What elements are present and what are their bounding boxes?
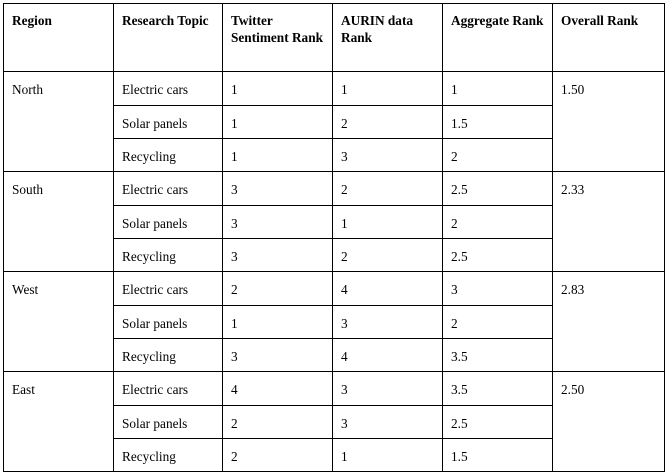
research-topic-cell: Electric cars [113,71,223,106]
header-row: Region Research Topic Twitter Sentiment … [3,3,665,72]
aggregate-rank-cell: 1 [442,71,553,106]
research-topic-cell: Solar panels [113,205,223,239]
aurin-rank-cell: 3 [332,138,443,172]
rank-table: Region Research Topic Twitter Sentiment … [3,3,665,472]
table-row: North Electric cars 1 1 1 1.50 [3,71,665,172]
header-overall-rank: Overall Rank [552,3,665,72]
region-cell: West [3,271,114,372]
aggregate-rank-cell: 2 [442,138,553,172]
table-row: Solar panels 3 1 2 [4,205,665,239]
aurin-rank-cell: 4 [332,338,443,372]
aggregate-rank-cell: 2 [442,205,553,239]
overall-rank-cell: 1.50 [552,71,665,172]
aurin-rank-cell: 2 [332,105,443,139]
research-topic-cell: Electric cars [113,271,223,306]
header-research-topic: Research Topic [113,3,223,72]
aggregate-rank-cell: 3.5 [442,371,553,406]
header-region: Region [3,3,114,72]
research-topic-cell: Recycling [113,438,223,472]
research-topic-cell: Recycling [113,138,223,172]
twitter-rank-cell: 1 [222,138,333,172]
aurin-rank-cell: 2 [332,171,443,206]
table-header: Region Research Topic Twitter Sentiment … [3,3,665,72]
header-aurin-data-rank: AURIN data Rank [332,3,443,72]
aurin-rank-cell: 3 [332,371,443,406]
aurin-rank-cell: 3 [332,305,443,339]
research-topic-cell: Solar panels [113,305,223,339]
twitter-rank-cell: 3 [222,338,333,372]
research-topic-cell: Recycling [113,338,223,372]
research-topic-cell: Recycling [113,238,223,272]
overall-rank-cell: 2.83 [552,271,665,372]
aurin-rank-cell: 1 [332,71,443,106]
table-row: Solar panels 2 3 2.5 [4,405,665,439]
aggregate-rank-cell: 2.5 [442,171,553,206]
twitter-rank-cell: 2 [222,271,333,306]
twitter-rank-cell: 4 [222,371,333,406]
research-topic-cell: Electric cars [113,171,223,206]
overall-rank-cell: 2.33 [552,171,665,272]
twitter-rank-cell: 3 [222,238,333,272]
twitter-rank-cell: 1 [222,71,333,106]
table-row: East Electric cars 4 3 3.5 2.50 [3,371,665,472]
aggregate-rank-cell: 2.5 [442,238,553,272]
table-row: Recycling 3 4 3.5 [4,338,665,372]
header-aggregate-rank: Aggregate Rank [442,3,553,72]
aggregate-rank-cell: 2.5 [442,405,553,439]
header-twitter-sentiment-rank: Twitter Sentiment Rank [222,3,333,72]
aurin-rank-cell: 1 [332,205,443,239]
overall-rank-cell: 2.50 [552,371,665,472]
table-row: Recycling 2 1 1.5 [4,438,665,472]
research-topic-cell: Solar panels [113,105,223,139]
region-cell: South [3,171,114,272]
twitter-rank-cell: 1 [222,105,333,139]
twitter-rank-cell: 3 [222,205,333,239]
aurin-rank-cell: 2 [332,238,443,272]
aurin-rank-cell: 1 [332,438,443,472]
table-row: Solar panels 1 2 1.5 [4,105,665,139]
table-row: South Electric cars 3 2 2.5 2.33 [3,171,665,272]
aggregate-rank-cell: 3 [442,271,553,306]
aggregate-rank-cell: 1.5 [442,105,553,139]
twitter-rank-cell: 2 [222,438,333,472]
aggregate-rank-cell: 3.5 [442,338,553,372]
region-cell: North [3,71,114,172]
table-row: West Electric cars 2 4 3 2.83 [3,271,665,372]
aurin-rank-cell: 3 [332,405,443,439]
aurin-rank-cell: 4 [332,271,443,306]
table-body: North Electric cars 1 1 1 1.50 Solar panels 1 2 1… [3,71,665,472]
twitter-rank-cell: 2 [222,405,333,439]
aggregate-rank-cell: 1.5 [442,438,553,472]
aggregate-rank-cell: 2 [442,305,553,339]
research-topic-cell: Solar panels [113,405,223,439]
twitter-rank-cell: 3 [222,171,333,206]
table-row: Recycling 1 3 2 [4,138,665,172]
region-cell: East [3,371,114,472]
twitter-rank-cell: 1 [222,305,333,339]
research-topic-cell: Electric cars [113,371,223,406]
